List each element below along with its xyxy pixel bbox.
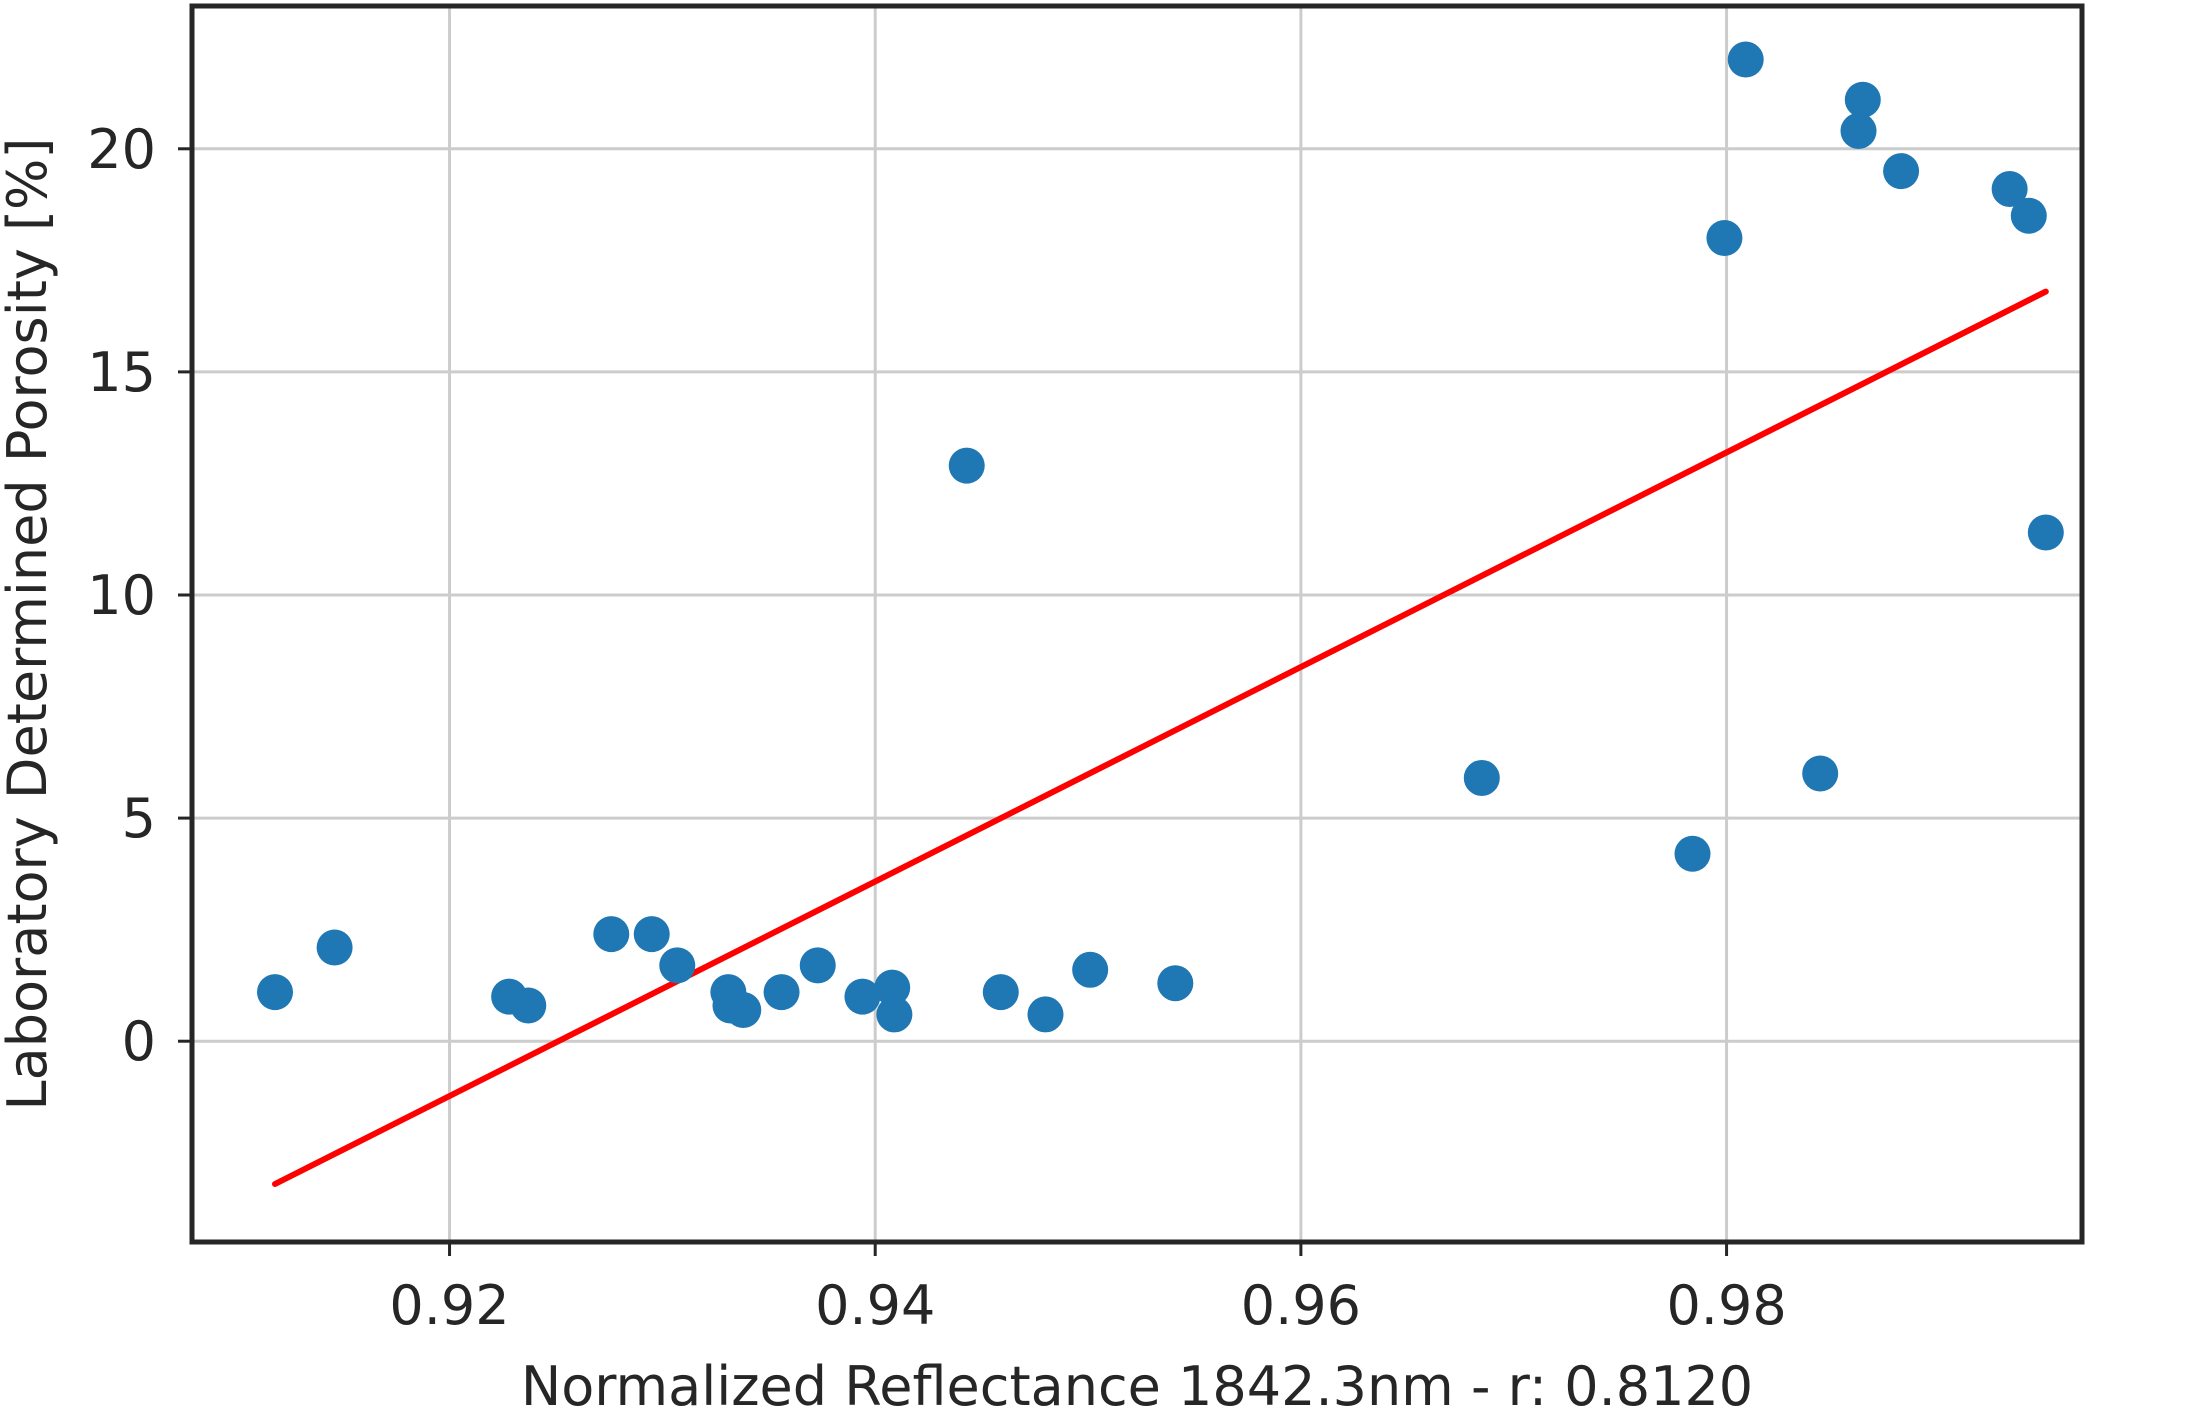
data-point xyxy=(1802,755,1839,792)
x-tick-label: 0.96 xyxy=(1241,1274,1361,1337)
data-point xyxy=(1463,759,1500,796)
data-point xyxy=(593,916,630,953)
data-point xyxy=(1674,835,1711,872)
data-point xyxy=(1157,965,1194,1002)
data-point xyxy=(876,996,913,1033)
data-point xyxy=(659,947,696,984)
data-point xyxy=(874,969,911,1006)
x-tick-label: 0.98 xyxy=(1666,1274,1786,1337)
y-tick-label: 20 xyxy=(87,118,156,181)
data-point xyxy=(257,974,294,1011)
y-tick-label: 5 xyxy=(122,787,156,850)
data-point xyxy=(1027,996,1064,1033)
data-point xyxy=(982,974,1019,1011)
ticks-layer: 0.92 0.94 0.96 0.98 0 5 10 15 20 xyxy=(87,118,1786,1337)
data-point xyxy=(844,978,881,1015)
data-point xyxy=(1883,153,1920,190)
data-point xyxy=(316,929,353,966)
data-point xyxy=(1840,112,1877,149)
data-point xyxy=(1706,220,1743,257)
data-point xyxy=(1991,170,2028,207)
y-tick-label: 15 xyxy=(87,341,156,404)
data-point xyxy=(1072,951,1109,988)
y-tick-label: 10 xyxy=(87,564,156,627)
grid-layer xyxy=(192,6,2082,1242)
fit-layer xyxy=(272,288,2049,1187)
data-point xyxy=(763,974,800,1011)
points-layer xyxy=(257,41,2064,1033)
data-point xyxy=(799,947,836,984)
y-tick-label: 0 xyxy=(122,1010,156,1073)
plot-frame xyxy=(189,3,2085,1245)
data-point xyxy=(1727,41,1764,78)
data-point xyxy=(633,916,670,953)
data-point xyxy=(2027,514,2064,551)
x-axis-label: Normalized Reflectance 1842.3nm - r: 0.8… xyxy=(521,1355,1753,1418)
y-axis-label: Laboratory Determined Porosity [%] xyxy=(0,138,59,1111)
data-point xyxy=(1844,81,1881,118)
data-point xyxy=(2010,197,2047,234)
data-point xyxy=(510,987,547,1024)
x-tick-label: 0.92 xyxy=(389,1274,509,1337)
regression-line xyxy=(272,288,2049,1187)
data-point xyxy=(948,447,985,484)
x-tick-label: 0.94 xyxy=(815,1274,935,1337)
data-point xyxy=(725,991,762,1028)
